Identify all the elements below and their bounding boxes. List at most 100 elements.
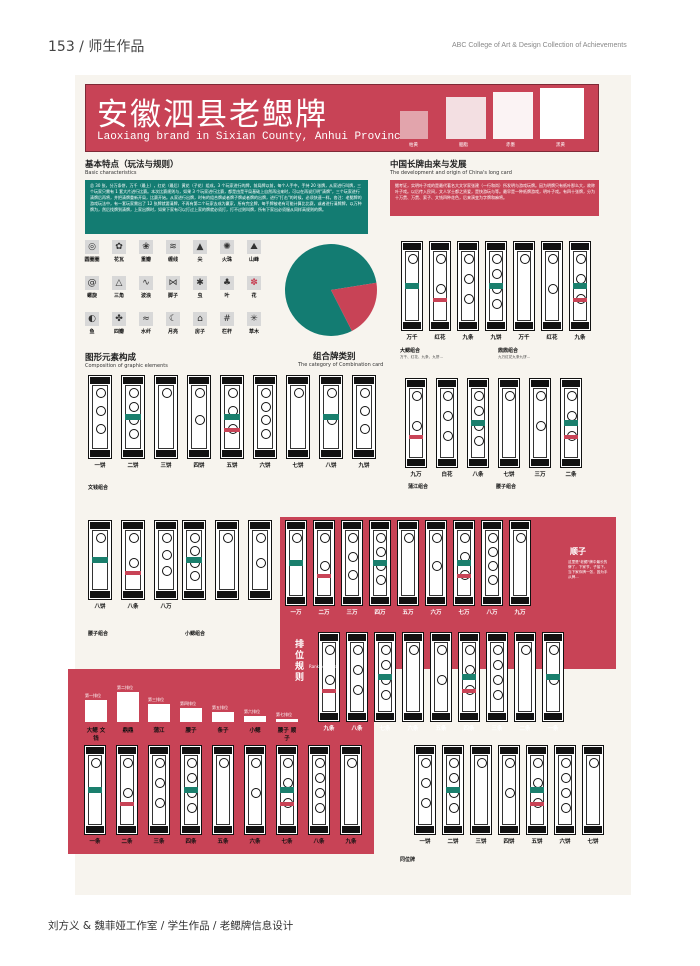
mid-combo-b: 腰子组合 [496, 484, 517, 490]
playing-card [148, 745, 170, 835]
card-top-band [455, 522, 473, 529]
playing-card [430, 632, 452, 722]
playing-card [401, 241, 423, 331]
icon-label: 重瓣 [140, 257, 151, 263]
card-pip [96, 533, 106, 543]
card-pip [348, 533, 358, 543]
card-bottom-band [288, 450, 308, 457]
card-pip [536, 421, 546, 431]
card-pip [256, 558, 266, 568]
card-pip [190, 570, 200, 581]
card-top-band [217, 522, 237, 529]
card-inner-frame [92, 385, 108, 449]
poster-subtitle: Laoxiang brand in Sixian County, Anhui P… [97, 131, 408, 143]
card-inner-frame [517, 251, 531, 321]
card-label: 六条 [249, 839, 261, 845]
card-label: 九条 [345, 839, 357, 845]
card-green-stripe [446, 786, 460, 793]
card-inner-frame [317, 530, 331, 596]
playing-card [397, 520, 419, 606]
rank-position: 第五排位 [212, 705, 228, 710]
card-bottom-band [487, 322, 505, 329]
card-pip [474, 436, 484, 446]
card-inner-frame [344, 755, 358, 825]
playing-card [180, 745, 202, 835]
card-label: 七条 [281, 839, 293, 845]
card-label: 五条 [217, 839, 229, 845]
card-bottom-band [118, 826, 136, 833]
card-green-stripe [280, 786, 294, 793]
card-bottom-band [469, 459, 487, 466]
card-pip [381, 645, 391, 655]
card-label: 八饼 [94, 604, 106, 610]
playing-card [458, 632, 480, 722]
card-green-stripe [224, 413, 240, 420]
point-icon: ▲ [193, 240, 207, 254]
card-label: 九条 [574, 335, 586, 341]
card-bottom-band [123, 450, 143, 457]
card-inner-frame [257, 385, 273, 449]
card-top-band [222, 377, 242, 384]
rank-position: 第四排位 [180, 701, 196, 706]
card-pip [421, 778, 431, 788]
card-bottom-band [531, 459, 549, 466]
card-pip [449, 773, 459, 783]
card-pip [376, 533, 386, 543]
card-label: 六饼 [259, 463, 271, 469]
card-top-band [288, 377, 308, 384]
basic-text-box [85, 180, 368, 234]
card-bottom-band [488, 713, 506, 720]
card-pip [464, 254, 474, 264]
card-bottom-band [543, 322, 561, 329]
card-pip [381, 660, 391, 670]
card-pip [436, 254, 446, 264]
card-inner-frame [219, 530, 235, 590]
card-top-band [184, 522, 204, 529]
card-bottom-band [278, 826, 296, 833]
card-bottom-band [348, 713, 366, 720]
playing-card [212, 745, 234, 835]
playing-card [248, 520, 272, 600]
card-bottom-band [438, 459, 456, 466]
card-green-stripe [373, 559, 387, 566]
card-label: 三条 [153, 839, 165, 845]
card-label: 八条 [127, 604, 139, 610]
card-pip [162, 533, 172, 543]
card-pip [190, 533, 200, 543]
card-pip [123, 788, 133, 798]
card-label: 五条 [435, 726, 447, 732]
card-bottom-band [404, 713, 422, 720]
card-pip [96, 424, 106, 434]
rank-bar [276, 719, 298, 722]
card-pip [155, 758, 165, 768]
rank-bar [180, 708, 202, 722]
rank-name: 鼎鼎 [122, 728, 134, 734]
card-bottom-band [287, 597, 305, 604]
rank-name: 腰子 顺子 [277, 728, 297, 742]
card-pip [261, 415, 271, 425]
card-pip [477, 758, 487, 768]
card-bottom-band [459, 322, 477, 329]
card-inner-frame [502, 388, 516, 458]
card-inner-frame [409, 388, 423, 458]
card-pip [320, 533, 330, 543]
card-inner-frame [474, 755, 488, 825]
playing-card [582, 745, 604, 835]
icon-label: 脚子 [167, 293, 178, 299]
rank-bar [117, 692, 139, 722]
card-label: 一条 [547, 726, 559, 732]
card-inner-frame [312, 755, 326, 825]
rank-name: 大鳃 文钱 [86, 728, 106, 742]
playing-card [498, 378, 520, 468]
card-top-band [246, 747, 264, 754]
xiao-combo: 小鳃组合 [185, 631, 206, 637]
card-top-band [214, 747, 232, 754]
card-label: 三万 [346, 610, 358, 616]
card-green-stripe [289, 559, 303, 566]
card-label: 一饼 [419, 839, 431, 845]
card-pip [516, 533, 526, 543]
playing-card [498, 745, 520, 835]
card-label: 七条 [379, 726, 391, 732]
card-red-stripe [530, 801, 544, 806]
card-bottom-band [343, 597, 361, 604]
